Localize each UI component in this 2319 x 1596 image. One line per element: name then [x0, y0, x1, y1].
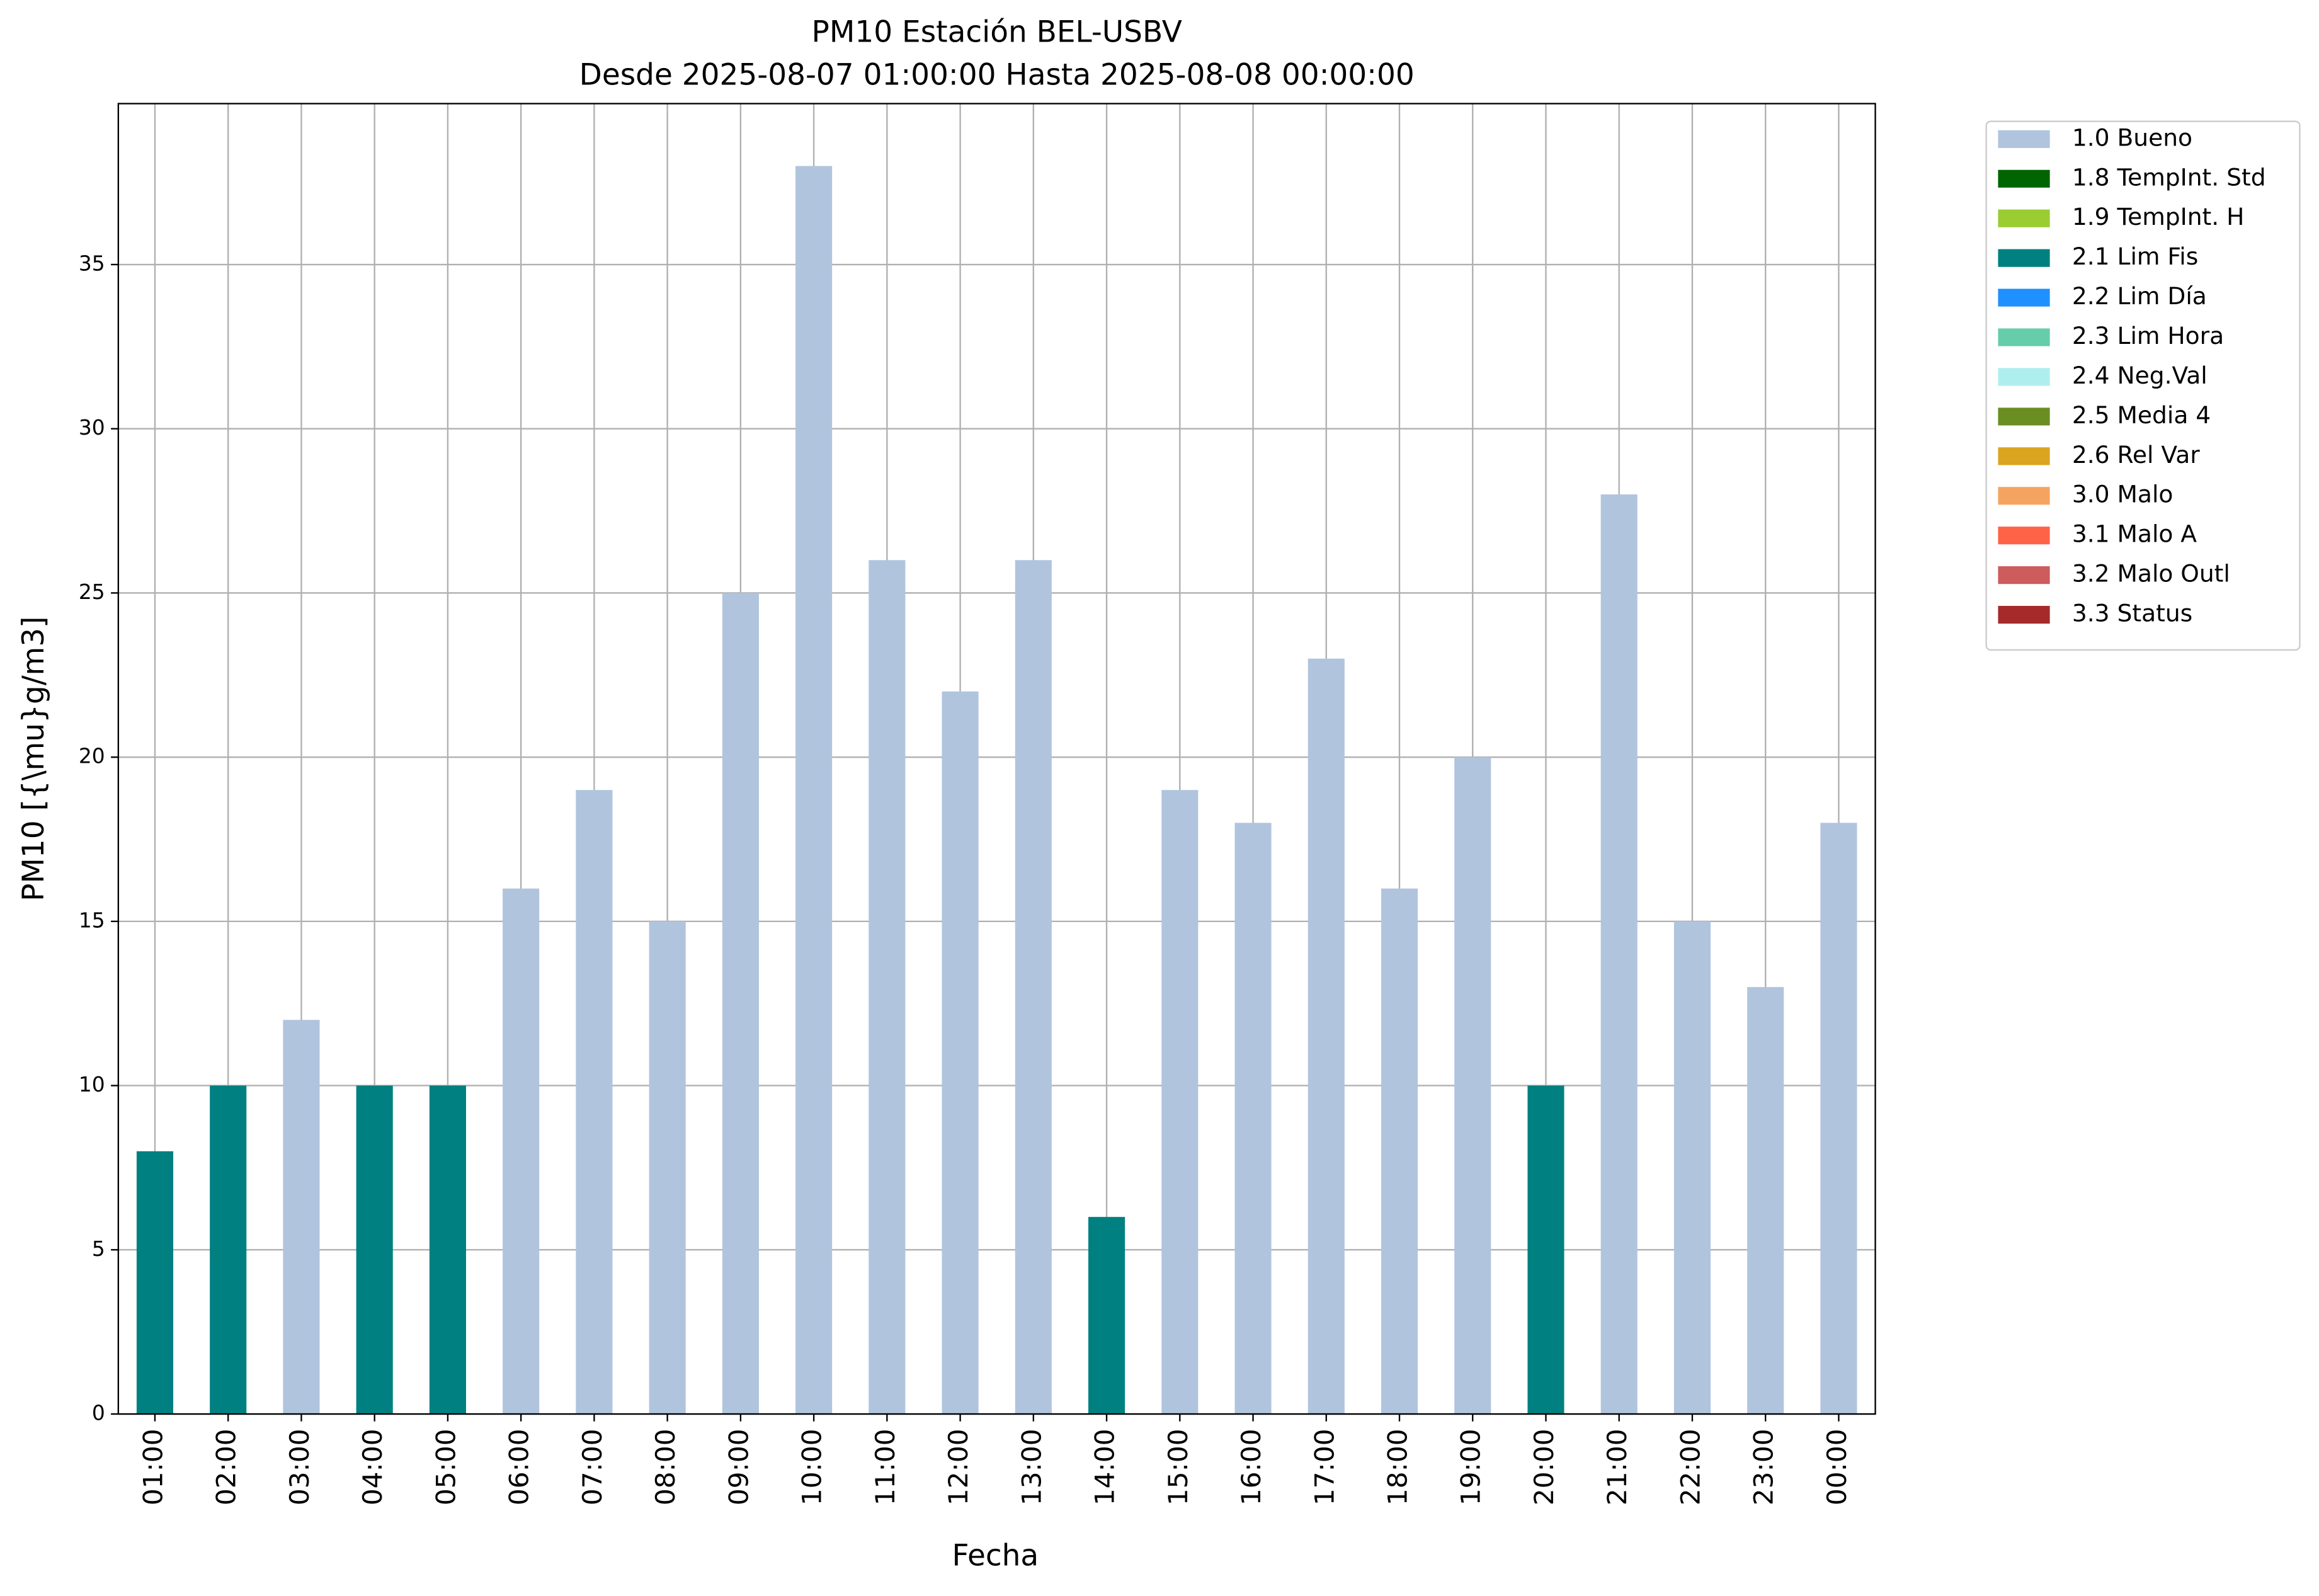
legend: 1.0 Bueno 1.8 TempInt. Std 1.9 TempInt. H 2… — [1985, 120, 2301, 651]
y-tick-label: 35 — [79, 251, 105, 276]
y-tick-label: 0 — [92, 1401, 105, 1425]
x-tick-label: 19:00 — [1456, 1429, 1486, 1506]
legend-swatch — [1998, 408, 2050, 426]
bars — [136, 166, 1857, 1415]
x-tick-label: 16:00 — [1236, 1429, 1267, 1506]
bar — [722, 593, 759, 1415]
y-tick-label: 5 — [92, 1236, 105, 1261]
legend-label: 3.1 Malo A — [2072, 520, 2197, 548]
x-tick-label: 15:00 — [1163, 1429, 1194, 1506]
bar — [356, 1085, 393, 1415]
bar — [283, 1020, 320, 1415]
bar — [1308, 658, 1345, 1415]
bar — [136, 1151, 174, 1415]
legend-swatch — [1998, 209, 2050, 227]
x-tick-label: 20:00 — [1529, 1429, 1559, 1506]
bar — [1234, 823, 1272, 1415]
legend-swatch — [1998, 605, 2050, 624]
legend-swatch — [1998, 288, 2050, 307]
bar — [1747, 987, 1784, 1415]
bar — [576, 790, 613, 1415]
bar — [1381, 888, 1418, 1415]
x-tick-label: 08:00 — [650, 1429, 681, 1506]
bar — [1088, 1217, 1125, 1415]
bar — [210, 1085, 247, 1415]
y-tick-label: 10 — [79, 1072, 105, 1097]
x-tick-label: 22:00 — [1675, 1429, 1706, 1506]
bar — [429, 1085, 466, 1415]
x-tick-label: 10:00 — [797, 1429, 828, 1506]
bar — [1600, 494, 1638, 1415]
legend-label: 2.4 Neg.Val — [2072, 362, 2208, 389]
bar — [942, 691, 979, 1415]
legend-label: 1.9 TempInt. H — [2072, 203, 2245, 231]
legend-label: 1.0 Bueno — [2072, 123, 2192, 151]
x-tick-label: 18:00 — [1382, 1429, 1413, 1506]
bar — [1015, 560, 1052, 1415]
x-tick-label: 02:00 — [211, 1429, 242, 1506]
legend-label: 1.8 TempInt. Std — [2072, 163, 2266, 191]
legend-swatch — [1998, 249, 2050, 267]
chart-subtitle: Desde 2025-08-07 01:00:00 Hasta 2025-08-… — [579, 58, 1415, 93]
bar — [1161, 790, 1199, 1415]
plot-frame — [117, 103, 1876, 1415]
legend-label: 3.2 Malo Outl — [2072, 560, 2230, 588]
legend-label: 2.5 Media 4 — [2072, 401, 2211, 429]
x-tick-label: 00:00 — [1821, 1429, 1852, 1506]
bar — [869, 560, 906, 1415]
bar — [1673, 921, 1711, 1415]
legend-swatch — [1998, 487, 2050, 505]
x-tick-label: 01:00 — [137, 1429, 168, 1506]
legend-swatch — [1998, 566, 2050, 584]
legend-label: 2.1 Lim Fis — [2072, 242, 2198, 270]
y-axis-label: PM10 [{\mu}g/m3] — [16, 617, 51, 901]
x-tick-label: 09:00 — [723, 1429, 754, 1506]
ticks: 0 5 10 15 20 25 30 35 01:00 02:00 03:00 04:00 05:00 0… — [79, 251, 1852, 1506]
bar — [1820, 823, 1857, 1415]
legend-label: 3.0 Malo — [2072, 481, 2174, 508]
x-tick-label: 06:00 — [504, 1429, 535, 1506]
x-tick-label: 17:00 — [1309, 1429, 1340, 1506]
legend-frame — [1985, 120, 2301, 651]
bar — [1454, 757, 1491, 1415]
bar — [1527, 1085, 1564, 1415]
legend-swatch — [1998, 169, 2050, 188]
legend-label: 2.6 Rel Var — [2072, 441, 2200, 469]
x-tick-label: 21:00 — [1602, 1429, 1632, 1506]
legend-swatch — [1998, 447, 2050, 465]
y-tick-label: 15 — [79, 908, 105, 932]
bar — [503, 888, 540, 1415]
legend-label: 2.2 Lim Día — [2072, 282, 2207, 310]
x-tick-label: 14:00 — [1090, 1429, 1120, 1506]
bar — [795, 166, 833, 1415]
legend-swatch — [1998, 368, 2050, 386]
legend-label: 3.3 Status — [2072, 600, 2192, 627]
x-tick-label: 23:00 — [1748, 1429, 1779, 1506]
bar — [649, 921, 686, 1415]
legend-swatch — [1998, 527, 2050, 545]
chart-title: PM10 Estación BEL-USBV — [812, 15, 1182, 50]
y-tick-label: 25 — [79, 579, 105, 604]
legend-swatch — [1998, 130, 2050, 148]
x-tick-label: 07:00 — [577, 1429, 608, 1506]
x-axis-label: Fecha — [952, 1538, 1039, 1573]
x-tick-label: 11:00 — [870, 1429, 901, 1506]
x-tick-label: 13:00 — [1016, 1429, 1047, 1506]
y-tick-label: 30 — [79, 415, 105, 440]
x-tick-label: 12:00 — [943, 1429, 974, 1506]
x-tick-label: 03:00 — [284, 1429, 315, 1506]
legend-swatch — [1998, 328, 2050, 346]
legend-label: 2.3 Lim Hora — [2072, 322, 2224, 350]
x-tick-label: 04:00 — [357, 1429, 388, 1506]
x-tick-label: 05:00 — [430, 1429, 461, 1506]
y-tick-label: 20 — [79, 744, 105, 768]
